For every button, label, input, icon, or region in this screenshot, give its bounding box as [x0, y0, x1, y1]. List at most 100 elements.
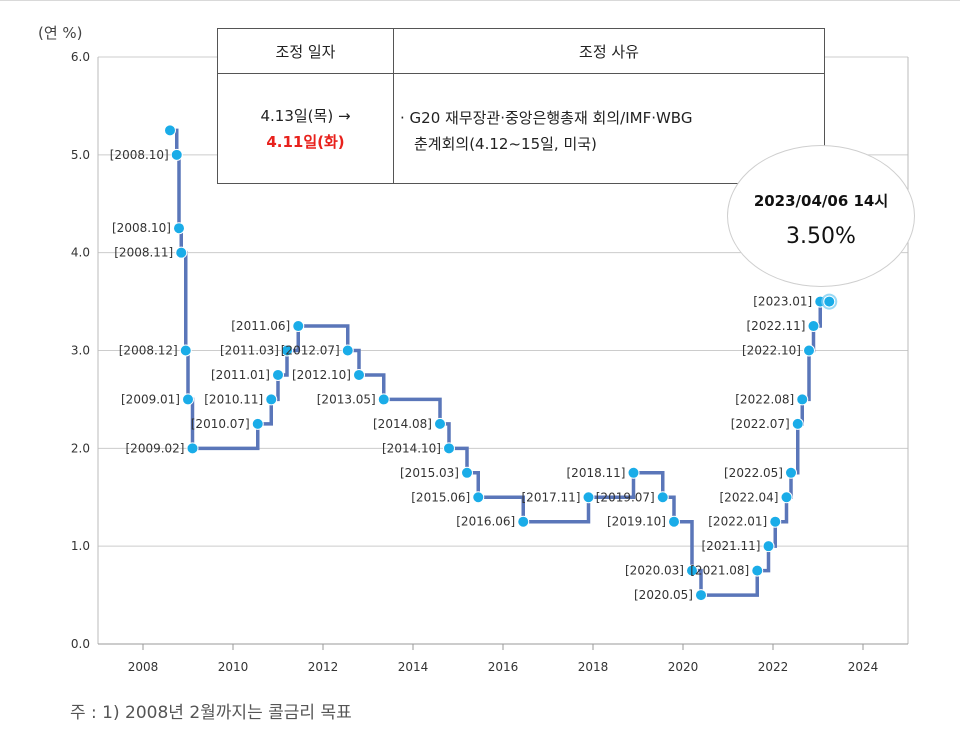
x-tick-label: 2024 [848, 660, 879, 674]
data-point [803, 344, 815, 357]
rate-step-line [170, 128, 830, 597]
data-point [292, 320, 305, 333]
data-point [281, 344, 293, 357]
x-tick-label: 2012 [308, 660, 339, 674]
y-tick-label: 6.0 [71, 50, 90, 64]
data-label: [2022.04] [720, 490, 779, 504]
data-point [434, 417, 446, 430]
data-label: [2009.02] [126, 441, 185, 455]
data-label: [2014.08] [373, 417, 432, 431]
data-label: [2020.05] [634, 588, 693, 602]
data-label: [2012.10] [292, 368, 351, 382]
data-point [461, 466, 473, 479]
data-point [686, 564, 698, 577]
data-point [668, 515, 680, 528]
data-point [796, 393, 809, 406]
data-label: [2019.07] [596, 490, 655, 504]
callout-rate: 3.50% [786, 224, 856, 249]
table-header-row [218, 29, 824, 74]
data-point [656, 491, 669, 504]
data-label: [2022.10] [742, 344, 801, 358]
data-label: [2023.01] [753, 295, 812, 309]
x-tick-label: 2014 [398, 660, 429, 674]
data-point [164, 124, 176, 137]
data-label: [2015.06] [411, 490, 470, 504]
data-label: [2008.10] [110, 148, 169, 162]
data-point [517, 515, 530, 528]
data-label: [2017.11] [522, 490, 581, 504]
data-label: [2022.07] [731, 417, 790, 431]
data-point [791, 417, 804, 430]
date-original: 4.13일(목) → [260, 107, 351, 125]
data-point [472, 491, 485, 504]
data-point [175, 246, 188, 259]
data-label: [2009.01] [121, 392, 180, 406]
y-tick-label: 5.0 [71, 148, 90, 162]
data-point [265, 393, 278, 406]
data-point [179, 344, 192, 357]
data-label: [2008.11] [114, 246, 173, 260]
data-label: [2021.11] [702, 539, 761, 553]
data-label: [2022.11] [747, 319, 806, 333]
x-tick-label: 2008 [128, 660, 159, 674]
data-label: [2020.03] [625, 564, 684, 578]
x-tick-label: 2010 [218, 660, 249, 674]
data-label: [2022.08] [735, 392, 794, 406]
data-point [353, 368, 365, 381]
footnote: 주 : 1) 2008년 2월까지는 콜금리 목표 [70, 703, 352, 723]
table-date-column [218, 29, 394, 183]
data-label: [2018.11] [567, 466, 626, 480]
header-date: 조정 일자 [275, 43, 336, 61]
data-point [751, 564, 764, 577]
x-tick-label: 2022 [758, 660, 789, 674]
y-axis-unit-label: (연 %) [38, 24, 83, 42]
top-divider [0, 0, 960, 1]
data-label: [2011.03] [220, 344, 279, 358]
data-point [627, 466, 640, 479]
data-label: [2011.06] [231, 319, 290, 333]
reason-line-1: · G20 재무장관·중앙은행총재 회의/IMF·WBG [400, 109, 693, 127]
data-label: [2013.05] [317, 392, 376, 406]
data-point [785, 466, 797, 479]
data-point [769, 515, 782, 528]
data-point [186, 442, 199, 455]
data-point [272, 368, 284, 381]
y-tick-label: 4.0 [71, 246, 90, 260]
data-point [377, 393, 390, 406]
date-new: 4.11일(화) [266, 133, 345, 151]
data-point [807, 320, 820, 333]
rate-callout-bubble: 2023/04/06 14시 3.50% [727, 145, 915, 287]
data-label: [2014.10] [382, 441, 441, 455]
y-tick-label: 0.0 [71, 637, 90, 651]
callout-time: 2023/04/06 14시 [753, 192, 889, 210]
data-point [182, 393, 194, 406]
header-reason: 조정 사유 [579, 43, 639, 61]
data-label: [2008.12] [119, 344, 178, 358]
data-point [762, 540, 775, 553]
x-tick-label: 2016 [488, 660, 519, 674]
data-label: [2015.03] [400, 466, 459, 480]
data-point [780, 491, 793, 504]
data-label: [2022.05] [724, 466, 783, 480]
data-point [251, 417, 264, 430]
data-label: [2016.06] [456, 515, 515, 529]
data-label: [2008.10] [112, 221, 171, 235]
data-point [582, 491, 595, 504]
data-point [443, 442, 455, 455]
data-label: [2010.11] [204, 392, 263, 406]
reason-line-2: 춘계회의(4.12~15일, 미국) [414, 135, 597, 153]
y-tick-label: 3.0 [71, 344, 90, 358]
data-label: [2019.10] [607, 515, 666, 529]
data-point [170, 148, 183, 161]
adjustment-table: 조정 일자 조정 사유 4.13일(목) → 4.11일(화) · G20 재무… [217, 28, 825, 184]
data-point [173, 222, 185, 235]
data-point [823, 295, 836, 308]
data-point [341, 344, 354, 357]
data-label: [2011.01] [211, 368, 270, 382]
data-label: [2010.07] [191, 417, 250, 431]
x-tick-label: 2018 [578, 660, 609, 674]
data-label: [2021.08] [690, 564, 749, 578]
x-tick-label: 2020 [668, 660, 699, 674]
y-tick-label: 1.0 [71, 539, 90, 553]
data-label: [2022.01] [708, 515, 767, 529]
